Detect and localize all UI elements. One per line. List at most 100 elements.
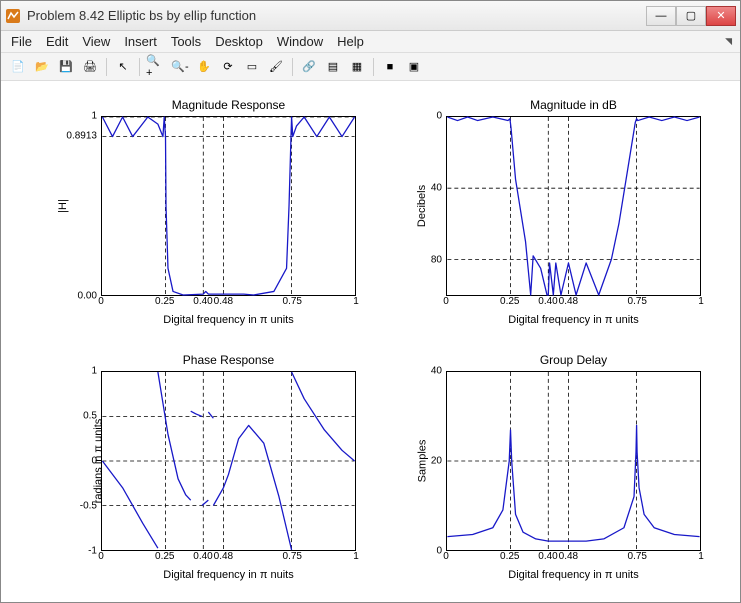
subplot-db: Magnitude in dBDigital frequency in π un… [446, 116, 701, 296]
plot-title: Magnitude in dB [446, 98, 701, 112]
pan-icon[interactable]: ✋ [193, 56, 215, 78]
x-ticks: 00.250.400.480.751 [446, 551, 701, 565]
menu-file[interactable]: File [11, 34, 32, 49]
x-tick: 0.48 [559, 551, 578, 562]
x-ticks: 00.250.400.480.751 [101, 296, 356, 310]
toolbar-separator [106, 58, 107, 76]
subplot-gd: Group DelayDigital frequency in π unitsS… [446, 371, 701, 551]
x-tick: 0.75 [628, 296, 647, 307]
y-ticks: 02040 [398, 371, 444, 551]
y-tick: 0 [91, 456, 97, 467]
x-tick: 0.40 [193, 296, 212, 307]
menu-window[interactable]: Window [277, 34, 323, 49]
save-icon[interactable]: 💾 [55, 56, 77, 78]
y-ticks: 04080 [398, 116, 444, 296]
axes [101, 371, 356, 551]
title-bar: Problem 8.42 Elliptic bs by ellip functi… [1, 1, 740, 31]
x-label: Digital frequency in π units [101, 314, 356, 326]
x-tick: 1 [353, 296, 359, 307]
figure-area: Magnitude ResponseDigital frequency in π… [1, 81, 740, 602]
y-ticks: -1-0.500.51 [53, 371, 99, 551]
zoom-out-icon[interactable]: 🔍- [169, 56, 191, 78]
x-tick: 0.75 [283, 296, 302, 307]
plot-svg [102, 117, 355, 295]
x-tick: 0.25 [500, 551, 519, 562]
y-tick: 1 [91, 366, 97, 377]
toolbar-separator [139, 58, 140, 76]
x-tick: 0.40 [193, 551, 212, 562]
x-label: Digital frequency in π nuits [101, 569, 356, 581]
x-label: Digital frequency in π units [446, 569, 701, 581]
plot-svg [447, 117, 700, 295]
x-tick: 0 [98, 296, 104, 307]
y-tick: 0.5 [83, 411, 97, 422]
x-label: Digital frequency in π units [446, 314, 701, 326]
y-tick: 1 [91, 111, 97, 122]
menu-dropdown-icon[interactable]: ◥ [725, 36, 732, 47]
plot-svg [102, 372, 355, 550]
y-tick: 40 [431, 366, 442, 377]
x-tick: 1 [353, 551, 359, 562]
show-plot-icon[interactable]: ▣ [403, 56, 425, 78]
x-tick: 0.75 [628, 551, 647, 562]
y-tick: 0 [436, 111, 442, 122]
menu-help[interactable]: Help [337, 34, 364, 49]
maximize-button[interactable]: ▢ [676, 6, 706, 26]
x-tick: 0 [443, 551, 449, 562]
subplot-mag: Magnitude ResponseDigital frequency in π… [101, 116, 356, 296]
legend-icon[interactable]: ▦ [346, 56, 368, 78]
axes [446, 371, 701, 551]
hide-plot-icon[interactable]: ■ [379, 56, 401, 78]
toolbar-separator [292, 58, 293, 76]
window-buttons: — ▢ ✕ [646, 6, 736, 26]
axes [446, 116, 701, 296]
link-icon[interactable]: 🔗 [298, 56, 320, 78]
x-tick: 1 [698, 551, 704, 562]
rotate-icon[interactable]: ⟳ [217, 56, 239, 78]
pointer-icon[interactable]: ↖ [112, 56, 134, 78]
y-tick: -0.5 [80, 501, 97, 512]
close-button[interactable]: ✕ [706, 6, 736, 26]
zoom-in-icon[interactable]: 🔍+ [145, 56, 167, 78]
y-tick: 0 [436, 546, 442, 557]
minimize-button[interactable]: — [646, 6, 676, 26]
x-tick: 1 [698, 296, 704, 307]
x-tick: 0 [443, 296, 449, 307]
app-icon [5, 8, 21, 24]
subplot-phase: Phase ResponseDigital frequency in π nui… [101, 371, 356, 551]
brush-icon[interactable]: 🖌 [265, 56, 287, 78]
data-cursor-icon[interactable]: ▭ [241, 56, 263, 78]
y-tick: 0.8913 [66, 130, 97, 141]
menu-view[interactable]: View [82, 34, 110, 49]
plot-title: Phase Response [101, 353, 356, 367]
y-tick: -1 [88, 546, 97, 557]
menu-desktop[interactable]: Desktop [215, 34, 263, 49]
x-tick: 0.75 [283, 551, 302, 562]
toolbar-separator [373, 58, 374, 76]
x-tick: 0.48 [559, 296, 578, 307]
menu-edit[interactable]: Edit [46, 34, 68, 49]
x-tick: 0.25 [500, 296, 519, 307]
y-tick: 0.00 [78, 291, 97, 302]
axes [101, 116, 356, 296]
y-tick: 40 [431, 183, 442, 194]
new-file-icon[interactable]: 📄 [7, 56, 29, 78]
print-icon[interactable]: 🖨 [79, 56, 101, 78]
colorbar-icon[interactable]: ▤ [322, 56, 344, 78]
x-ticks: 0 0.25 0.400.48 0.75 1 [446, 296, 701, 310]
y-tick: 80 [431, 255, 442, 266]
menu-tools[interactable]: Tools [171, 34, 201, 49]
plot-title: Group Delay [446, 353, 701, 367]
menu-bar: File Edit View Insert Tools Desktop Window Help… [1, 31, 740, 53]
x-tick: 0.48 [214, 551, 233, 562]
y-tick: 20 [431, 456, 442, 467]
x-tick: 0.25 [155, 551, 174, 562]
x-tick: 0.40 [538, 296, 557, 307]
x-tick: 0 [98, 551, 104, 562]
y-ticks: 0.000.89131 [53, 116, 99, 296]
toolbar: 📄📂💾🖨 ↖ 🔍+🔍-✋⟳▭🖌 🔗▤▦ ■▣ [1, 53, 740, 81]
open-icon[interactable]: 📂 [31, 56, 53, 78]
menu-insert[interactable]: Insert [124, 34, 157, 49]
window-title: Problem 8.42 Elliptic bs by ellip functi… [27, 8, 646, 23]
x-tick: 0.48 [214, 296, 233, 307]
